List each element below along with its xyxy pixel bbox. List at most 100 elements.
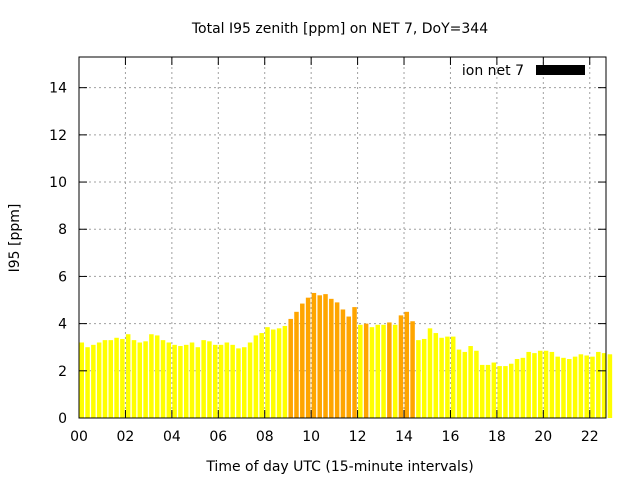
bar: [160, 340, 166, 418]
bar: [607, 354, 613, 418]
bar: [398, 315, 404, 418]
bar: [85, 347, 90, 418]
bar: [329, 298, 334, 418]
bar: [503, 366, 508, 418]
bar: [538, 350, 543, 418]
bar: [79, 342, 85, 418]
bar: [479, 364, 485, 418]
y-tick-label: 12: [49, 128, 67, 144]
bar: [259, 333, 264, 418]
bar: [590, 356, 595, 418]
plot-frame: [78, 56, 607, 419]
bar: [218, 344, 224, 418]
chart-title: Total I95 zenith [ppm] on NET 7, DoY=344: [191, 21, 488, 37]
x-tick-label: 18: [488, 429, 506, 445]
y-tick-label: 2: [58, 364, 67, 380]
y-tick-label: 10: [49, 175, 67, 191]
bar: [125, 334, 131, 418]
bar: [421, 338, 427, 418]
bar: [172, 344, 177, 418]
x-tick-label: 04: [163, 429, 181, 445]
bar: [369, 327, 375, 418]
bar: [288, 318, 293, 418]
y-tick-label: 14: [49, 81, 67, 97]
bar: [253, 335, 259, 418]
bar: [242, 347, 247, 418]
x-tick-label: 14: [395, 429, 413, 445]
bar: [201, 340, 206, 418]
bar: [555, 356, 560, 418]
bar: [178, 346, 183, 418]
bar: [439, 337, 444, 418]
bar: [456, 349, 462, 418]
bar: [375, 324, 381, 418]
bar: [265, 327, 270, 418]
bar: [91, 344, 96, 418]
bar: [294, 311, 299, 418]
bar: [120, 338, 125, 418]
bar: [323, 294, 328, 418]
bar: [166, 342, 172, 418]
bar: [352, 307, 357, 418]
bar: [236, 348, 241, 418]
bar: [96, 342, 102, 418]
bar: [427, 328, 433, 418]
bar: [404, 311, 410, 418]
bar: [474, 350, 479, 418]
bar: [207, 341, 212, 418]
bar: [497, 366, 502, 418]
bar: [317, 295, 322, 418]
bar: [183, 344, 189, 418]
x-tick-label: 12: [349, 429, 367, 445]
bar: [392, 324, 398, 418]
bar: [520, 357, 526, 418]
bar: [532, 353, 537, 418]
bar: [596, 351, 601, 418]
bar: [224, 342, 230, 418]
bar: [584, 355, 589, 418]
bar: [363, 323, 369, 418]
bar: [416, 340, 421, 418]
bar: [131, 340, 137, 418]
x-tick-label: 00: [70, 429, 88, 445]
bar: [276, 328, 282, 418]
bar: [346, 316, 351, 418]
x-tick-label: 16: [442, 429, 460, 445]
bar: [549, 351, 555, 418]
bar: [543, 350, 549, 418]
bar: [282, 325, 288, 418]
bar: [567, 359, 572, 418]
legend: ion net 7: [462, 63, 585, 79]
bar: [381, 324, 386, 418]
bar: [572, 356, 578, 418]
x-tick-label: 20: [534, 429, 552, 445]
x-tick-label: 02: [117, 429, 135, 445]
bar: [561, 357, 566, 418]
bar: [137, 342, 143, 418]
bar: [433, 333, 439, 418]
legend-swatch: [536, 65, 585, 75]
bar: [143, 341, 148, 418]
bar: [358, 324, 363, 418]
bar: [410, 321, 415, 418]
y-axis-label: I95 [ppm]: [7, 204, 23, 273]
bar: [271, 329, 276, 418]
bar: [468, 346, 473, 418]
y-tick-label: 4: [58, 317, 67, 333]
bar: [195, 347, 201, 418]
bar: [491, 362, 497, 418]
legend-label: ion net 7: [462, 63, 524, 79]
bar: [578, 354, 584, 418]
bar: [485, 364, 491, 418]
bar: [311, 292, 317, 418]
x-tick-label: 10: [302, 429, 320, 445]
bar: [247, 342, 253, 418]
bar: [601, 353, 607, 418]
bar: [508, 363, 514, 418]
y-tick-label: 6: [58, 269, 67, 285]
bar: [387, 322, 392, 418]
bar: [462, 351, 468, 418]
y-tick-label: 8: [58, 222, 67, 238]
